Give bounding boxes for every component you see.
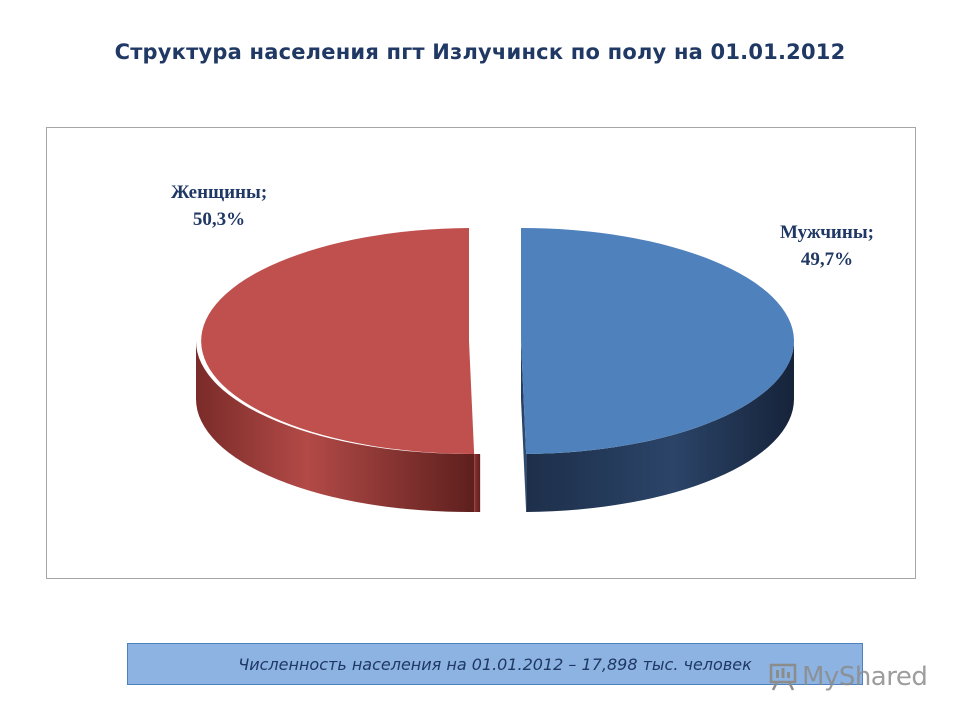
slice-women-cut [474,453,481,512]
slice-men [521,228,794,454]
label-men-value: 49,7% [801,249,853,270]
label-women-value: 50,3% [193,209,245,230]
population-summary-text: Численность населения на 01.01.2012 – 17… [238,654,752,674]
presentation-board-icon [769,663,797,691]
chart-area: Мужчины; 49,7% Женщины; 50,3% [46,127,916,579]
label-men-name: Мужчины; [780,222,874,243]
watermark-text: MyShared [802,662,928,692]
pie-chart: Мужчины; 49,7% Женщины; 50,3% [171,182,874,512]
slice-women-side [196,341,475,512]
slide-title: Структура населения пгт Излучинск по пол… [114,40,846,64]
slice-men-side [526,341,794,512]
slice-men-cut [521,341,527,512]
label-women-name: Женщины; [171,182,267,203]
slice-women [201,228,475,454]
population-summary-box: Численность населения на 01.01.2012 – 17… [127,643,863,685]
watermark: MyShared [768,660,928,694]
